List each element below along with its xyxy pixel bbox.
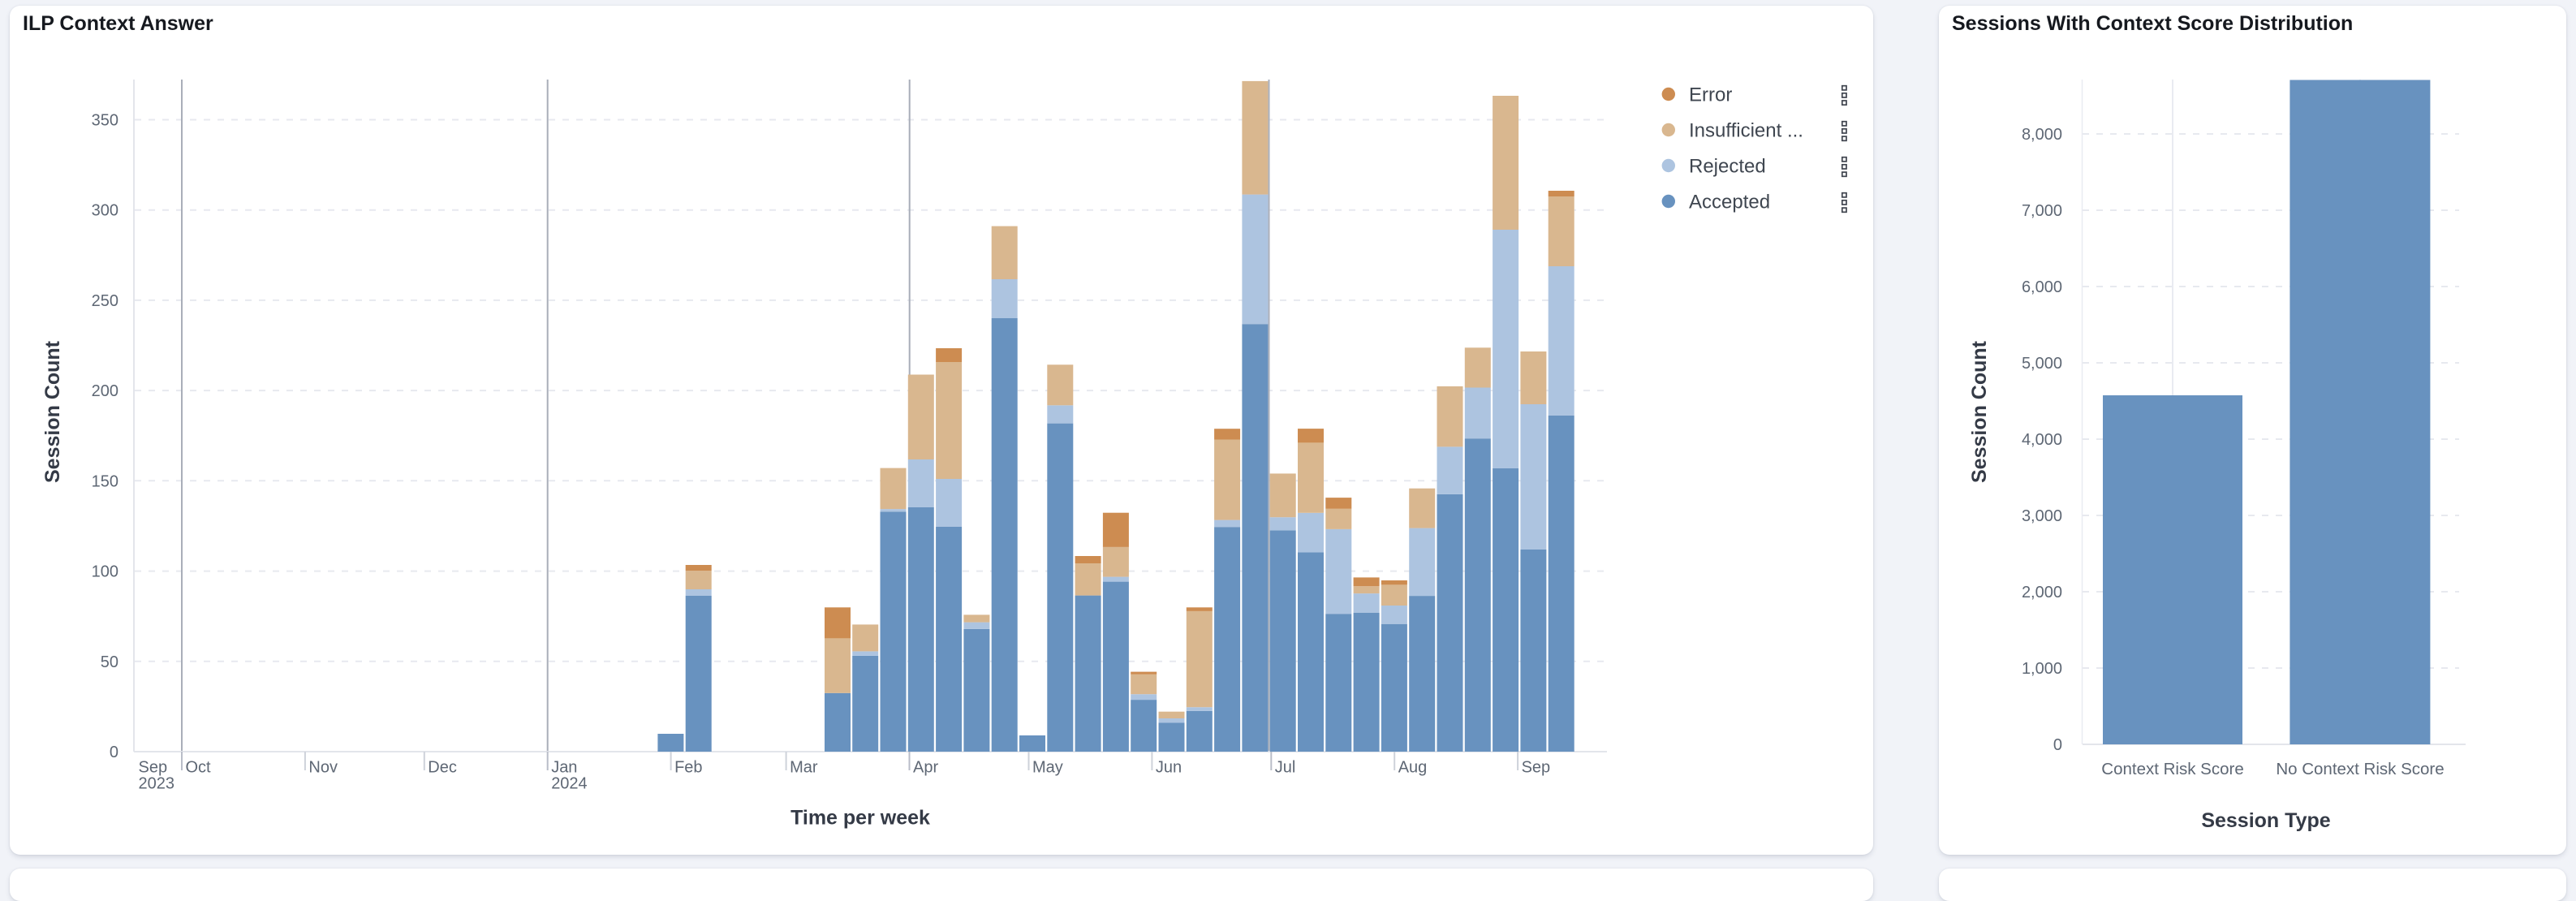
svg-text:4,000: 4,000	[2022, 431, 2062, 449]
svg-text:Jun: Jun	[1156, 759, 1182, 777]
svg-text:Jan: Jan	[551, 759, 577, 777]
svg-text:Sep: Sep	[139, 759, 168, 777]
svg-text:0: 0	[2053, 736, 2062, 754]
svg-text:2023: 2023	[139, 775, 175, 793]
svg-text:No Context Risk Score: No Context Risk Score	[2276, 760, 2444, 778]
svg-text:1,000: 1,000	[2022, 660, 2062, 678]
svg-text:Session Count: Session Count	[1968, 340, 1991, 483]
svg-text:Nov: Nov	[308, 759, 338, 777]
svg-text:Sessions With Context Score Di: Sessions With Context Score Distribution	[1952, 12, 2353, 35]
svg-text:Mar: Mar	[790, 759, 818, 777]
svg-text:250: 250	[92, 292, 118, 310]
svg-text:Accepted: Accepted	[1689, 192, 1770, 213]
svg-text:Dec: Dec	[428, 759, 457, 777]
svg-text:Oct: Oct	[186, 759, 212, 777]
svg-text:Session Type: Session Type	[2201, 809, 2330, 832]
svg-text:Jul: Jul	[1275, 759, 1296, 777]
svg-text:7,000: 7,000	[2022, 202, 2062, 220]
svg-text:100: 100	[92, 563, 118, 581]
svg-text:150: 150	[92, 472, 118, 490]
svg-text:Apr: Apr	[913, 759, 938, 777]
svg-text:ILP Context Answer: ILP Context Answer	[23, 12, 213, 35]
svg-text:5,000: 5,000	[2022, 355, 2062, 373]
svg-text:Context Risk Score: Context Risk Score	[2101, 760, 2243, 778]
svg-text:50: 50	[101, 653, 118, 671]
svg-text:Session Count: Session Count	[41, 340, 64, 483]
svg-text:350: 350	[92, 112, 118, 130]
svg-text:Time per week: Time per week	[790, 807, 930, 830]
svg-text:May: May	[1032, 759, 1063, 777]
svg-text:2,000: 2,000	[2022, 584, 2062, 601]
svg-text:2024: 2024	[551, 775, 588, 793]
svg-text:300: 300	[92, 202, 118, 220]
svg-text:Sep: Sep	[1522, 759, 1551, 777]
svg-text:Feb: Feb	[674, 759, 702, 777]
svg-text:6,000: 6,000	[2022, 278, 2062, 296]
svg-text:Error: Error	[1689, 84, 1732, 106]
svg-text:0: 0	[110, 744, 118, 761]
svg-text:8,000: 8,000	[2022, 126, 2062, 144]
svg-text:Insufficient ...: Insufficient ...	[1689, 120, 1803, 142]
svg-text:200: 200	[92, 382, 118, 400]
svg-text:3,000: 3,000	[2022, 507, 2062, 525]
svg-text:Aug: Aug	[1398, 759, 1428, 777]
svg-text:Rejected: Rejected	[1689, 156, 1766, 178]
